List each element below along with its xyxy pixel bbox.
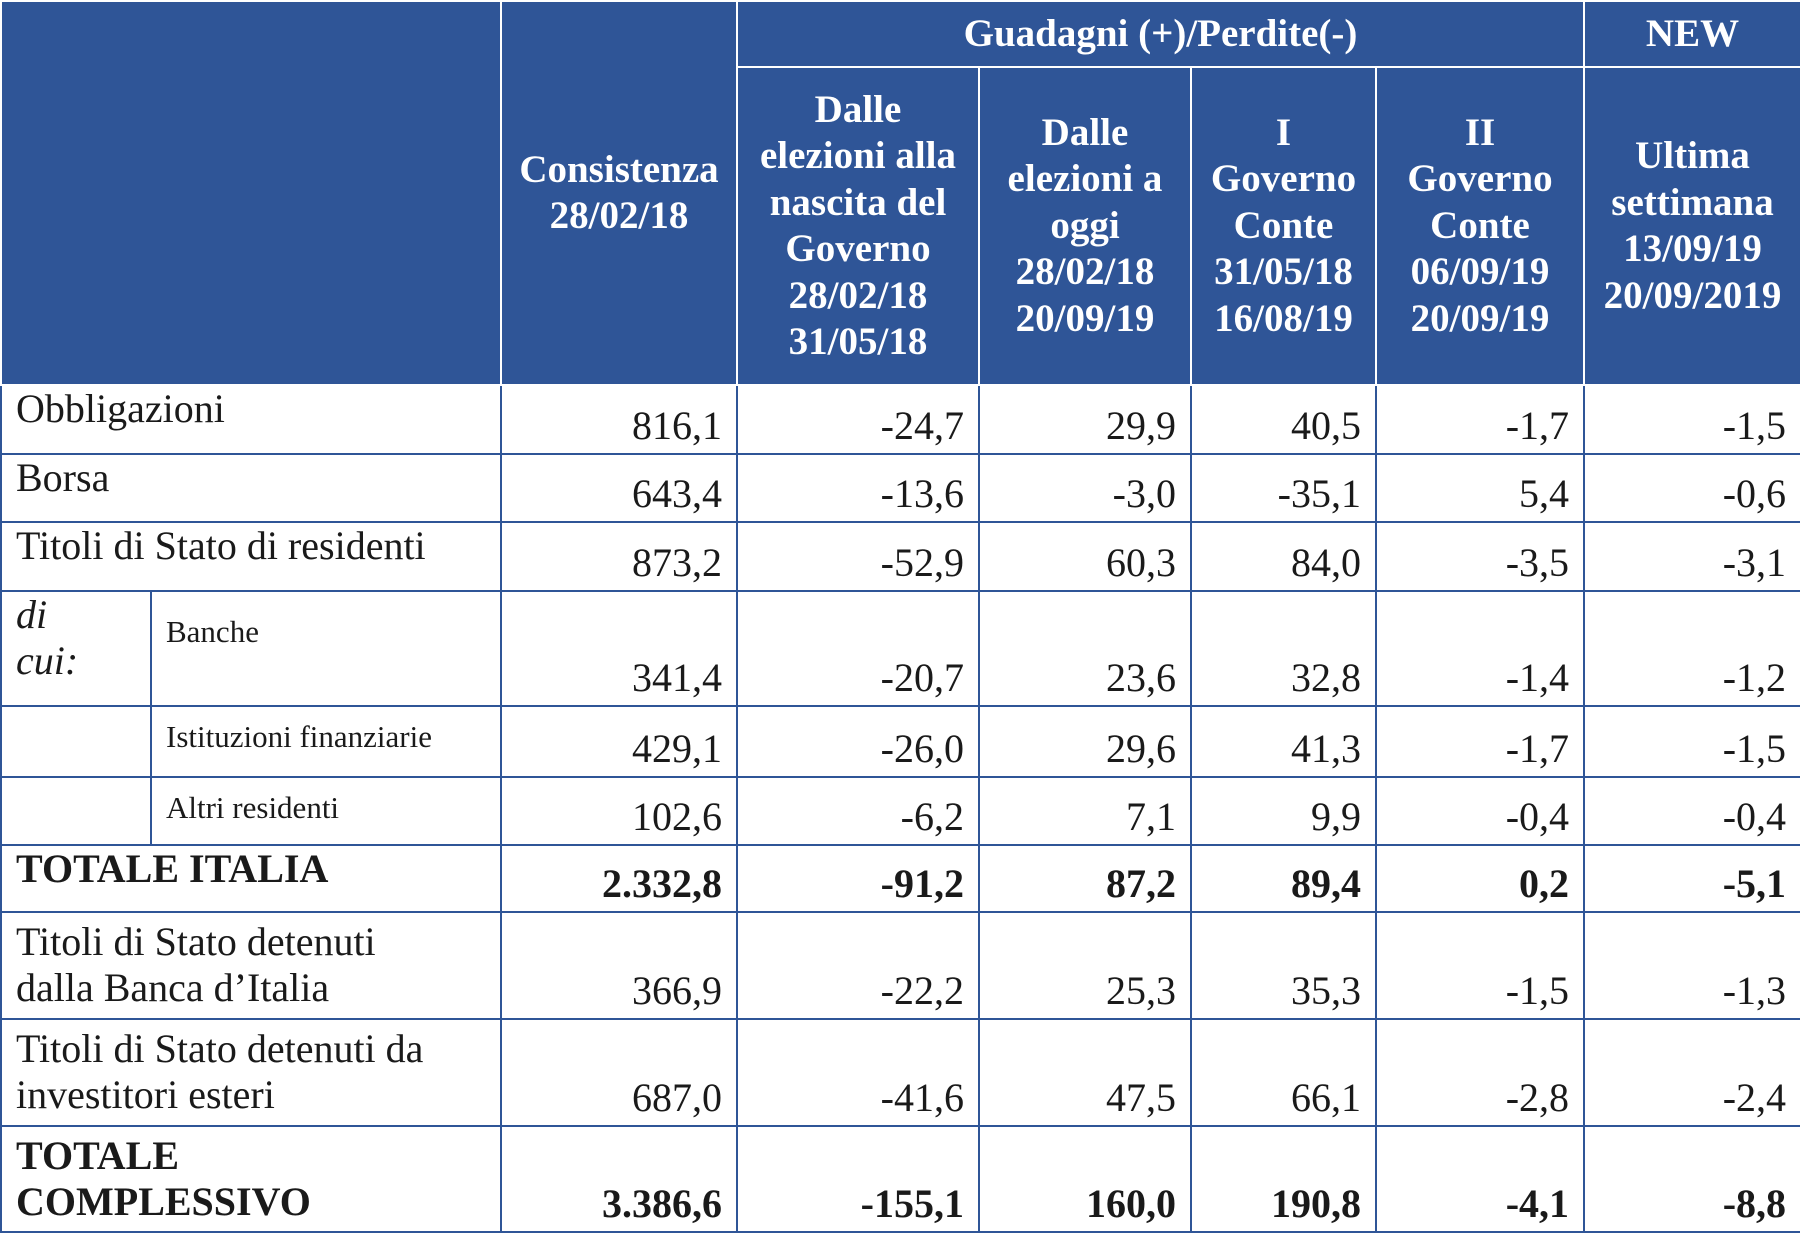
cell-value: 47,5 [978, 1017, 1192, 1127]
cell-value: -1,3 [1583, 910, 1800, 1020]
cell-value: 60,3 [978, 521, 1192, 592]
cell-value: -20,7 [736, 589, 980, 708]
header-col-governo-conte-2: II Governo Conte 06/09/19 20/09/19 [1374, 66, 1586, 386]
header-group-row: Consistenza 28/02/18 Guadagni (+)/Perdit… [0, 0, 1800, 386]
table-row: Altri residenti 102,6 -6,2 7,1 9,9 -0,4 … [0, 775, 1800, 847]
cell-value: 190,8 [1190, 1124, 1377, 1233]
table-row: Titoli di Stato di residenti 873,2 -52,9… [0, 521, 1800, 592]
cell-value: 41,3 [1190, 705, 1377, 778]
header-sub-row: Dalle elezioni alla nascita del Governo … [1, 66, 1800, 386]
row-label: Titoli di Stato di residenti [0, 521, 502, 592]
table-row: Titoli di Stato detenuti dalla Banca d’I… [0, 910, 1800, 1020]
cell-value: 643,4 [500, 452, 738, 524]
cell-value: -1,2 [1583, 589, 1800, 708]
cell-value: 84,0 [1190, 521, 1377, 592]
table-row: Obbligazioni 816,1 -24,7 29,9 40,5 -1,7 … [0, 384, 1800, 455]
table-row: Istituzioni finanziarie 429,1 -26,0 29,6… [0, 705, 1800, 778]
cell-value: 429,1 [500, 705, 738, 778]
cell-value: -26,0 [736, 705, 980, 778]
cell-value: -6,2 [736, 775, 980, 847]
cell-value: 87,2 [978, 844, 1192, 913]
cell-value: -1,4 [1374, 589, 1586, 708]
cell-value: -4,1 [1374, 1124, 1586, 1233]
cell-value: -91,2 [736, 844, 980, 913]
empty-cell [0, 775, 152, 847]
cell-value: -3,5 [1374, 521, 1586, 592]
table-row-total: TOTALE ITALIA 2.332,8 -91,2 87,2 89,4 0,… [0, 844, 1800, 913]
header-group-gains: Guadagni (+)/Perdite(-) [735, 0, 1586, 68]
cell-value: 32,8 [1190, 589, 1377, 708]
header-group-new: NEW [1583, 0, 1800, 68]
cell-value: 5,4 [1374, 452, 1586, 524]
cell-value: -3,1 [1583, 521, 1800, 592]
cell-value: 23,6 [978, 589, 1192, 708]
cell-value: -155,1 [736, 1124, 980, 1233]
row-label: Titoli di Stato detenuti da investitori … [0, 1017, 502, 1127]
cell-value: -0,4 [1374, 775, 1586, 847]
table-row-total: TOTALE COMPLESSIVO 3.386,6 -155,1 160,0 … [0, 1124, 1800, 1233]
cell-value: -1,7 [1374, 384, 1586, 455]
table-row: di cui: Banche 341,4 -20,7 23,6 32,8 -1,… [0, 589, 1800, 708]
cell-value: 25,3 [978, 910, 1192, 1020]
cell-value: -3,0 [978, 452, 1192, 524]
cell-value: -24,7 [736, 384, 980, 455]
row-label: TOTALE COMPLESSIVO [0, 1124, 502, 1233]
cell-value: -1,7 [1374, 705, 1586, 778]
cell-value: -35,1 [1190, 452, 1377, 524]
cell-value: -1,5 [1583, 705, 1800, 778]
header-col-governo-conte-1: I Governo Conte 31/05/18 16/08/19 [1190, 66, 1377, 386]
header-corner [0, 0, 502, 386]
row-sublabel: Banche [150, 589, 502, 708]
cell-value: 102,6 [500, 775, 738, 847]
cell-value: -2,8 [1374, 1017, 1586, 1127]
cell-value: 341,4 [500, 589, 738, 708]
cell-value: -2,4 [1583, 1017, 1800, 1127]
cell-value: -0,6 [1583, 452, 1800, 524]
header-col-elezioni-oggi: Dalle elezioni a oggi 28/02/18 20/09/19 [978, 66, 1192, 386]
cell-value: 7,1 [978, 775, 1192, 847]
cell-value: 687,0 [500, 1017, 738, 1127]
cell-value: 29,9 [978, 384, 1192, 455]
cell-value: 3.386,6 [500, 1124, 738, 1233]
cell-value: 873,2 [500, 521, 738, 592]
cell-value: 0,2 [1374, 844, 1586, 913]
cell-value: -5,1 [1583, 844, 1800, 913]
row-sublabel: Altri residenti [150, 775, 502, 847]
cell-value: -1,5 [1374, 910, 1586, 1020]
cell-value: 160,0 [978, 1124, 1192, 1233]
cell-value: 9,9 [1190, 775, 1377, 847]
cell-value: -0,4 [1583, 775, 1800, 847]
cell-value: -22,2 [736, 910, 980, 1020]
cell-value: 89,4 [1190, 844, 1377, 913]
row-label: TOTALE ITALIA [0, 844, 502, 913]
empty-cell [0, 705, 152, 778]
cell-value: -13,6 [736, 452, 980, 524]
di-cui-label: di cui: [0, 589, 152, 708]
cell-value: 816,1 [500, 384, 738, 455]
cell-value: -1,5 [1583, 384, 1800, 455]
cell-value: 35,3 [1190, 910, 1377, 1020]
table-row: Borsa 643,4 -13,6 -3,0 -35,1 5,4 -0,6 [0, 452, 1800, 524]
cell-value: -8,8 [1583, 1124, 1800, 1233]
cell-value: 29,6 [978, 705, 1192, 778]
row-sublabel: Istituzioni finanziarie [150, 705, 502, 778]
cell-value: 66,1 [1190, 1017, 1377, 1127]
row-label: Obbligazioni [0, 384, 502, 455]
header-col-ultima-settimana: Ultima settimana 13/09/19 20/09/2019 [1583, 66, 1800, 386]
cell-value: 2.332,8 [500, 844, 738, 913]
table-row: Titoli di Stato detenuti da investitori … [0, 1017, 1800, 1127]
cell-value: 366,9 [500, 910, 738, 1020]
row-label: Titoli di Stato detenuti dalla Banca d’I… [0, 910, 502, 1020]
cell-value: -52,9 [736, 521, 980, 592]
row-label: Borsa [0, 452, 502, 524]
cell-value: 40,5 [1190, 384, 1377, 455]
header-col-elezioni-governo: Dalle elezioni alla nascita del Governo … [736, 66, 980, 386]
cell-value: -41,6 [736, 1017, 980, 1127]
header-consistenza: Consistenza 28/02/18 [500, 0, 738, 386]
